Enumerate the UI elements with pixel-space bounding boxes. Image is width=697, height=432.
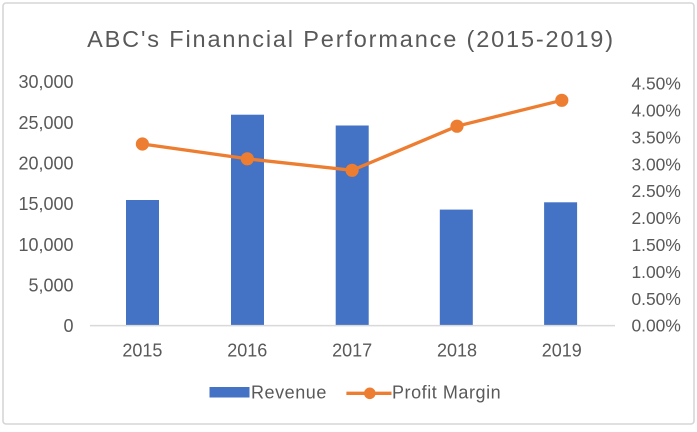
svg-text:4.50%: 4.50% [632,74,681,94]
svg-text:10,000: 10,000 [18,235,73,255]
svg-text:0.00%: 0.00% [632,316,681,336]
svg-text:Revenue: Revenue [251,383,327,403]
svg-text:2.00%: 2.00% [632,208,681,228]
svg-text:2015: 2015 [122,341,162,361]
svg-text:3.00%: 3.00% [632,154,681,174]
svg-text:ABC's Finanncial Performance (: ABC's Finanncial Performance (2015-2019) [87,26,615,52]
svg-text:15,000: 15,000 [18,194,73,214]
svg-text:5,000: 5,000 [28,275,73,295]
svg-text:25,000: 25,000 [18,113,73,133]
svg-text:20,000: 20,000 [18,153,73,173]
svg-text:2016: 2016 [227,341,267,361]
svg-text:0.50%: 0.50% [632,289,681,309]
svg-text:2.50%: 2.50% [632,181,681,201]
svg-text:1.00%: 1.00% [632,262,681,282]
svg-text:2018: 2018 [437,341,477,361]
svg-text:Profit Margin: Profit Margin [392,383,501,403]
svg-text:30,000: 30,000 [18,72,73,92]
svg-text:4.00%: 4.00% [632,101,681,121]
svg-text:1.50%: 1.50% [632,235,681,255]
svg-text:0: 0 [63,316,73,336]
svg-text:2019: 2019 [542,341,582,361]
svg-text:2017: 2017 [332,341,372,361]
svg-text:3.50%: 3.50% [632,127,681,147]
